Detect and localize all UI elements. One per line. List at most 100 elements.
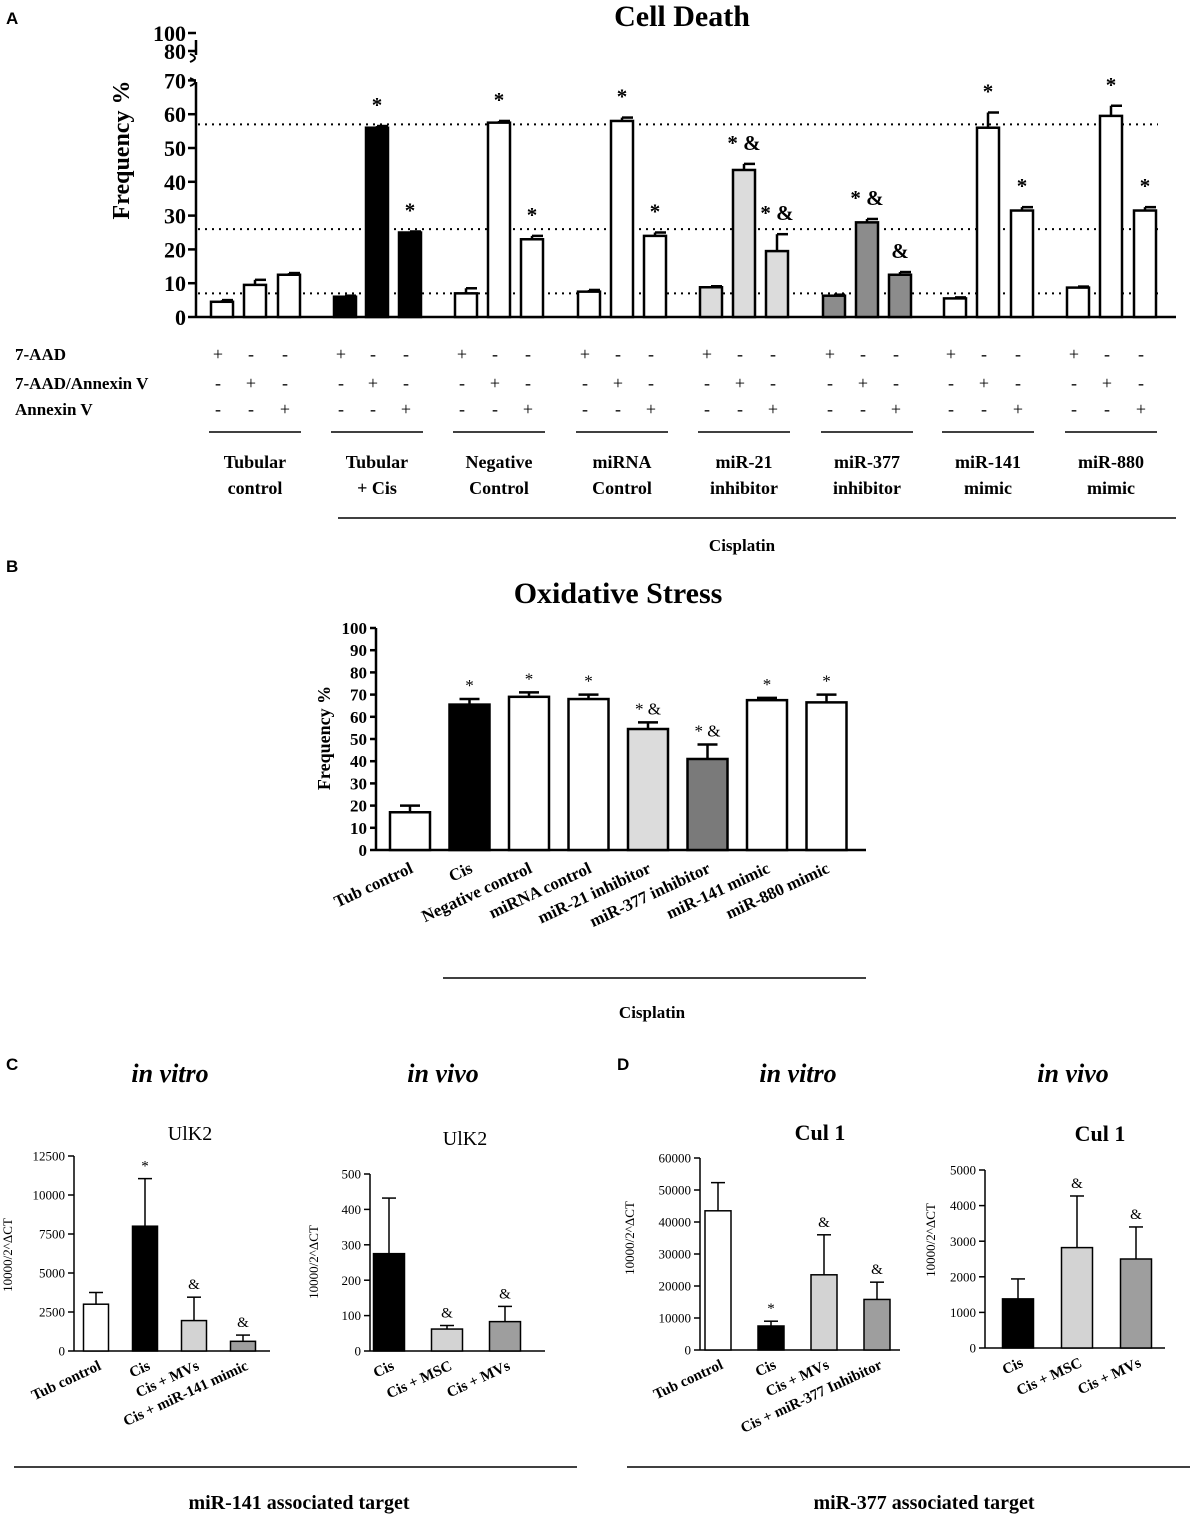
panel-c-invitro-ytick-label: 5000 <box>39 1266 65 1281</box>
panel-b-ytick-label: 0 <box>359 841 368 860</box>
panel-a-indicator: - <box>582 373 588 393</box>
panel-a-bar <box>576 290 602 319</box>
panel-a-indicator: - <box>1015 344 1021 364</box>
panel-a-indicator: + <box>946 344 956 364</box>
panel-a-bar <box>821 294 847 319</box>
panel-d-invivo-ytick-label: 4000 <box>950 1198 976 1213</box>
panel-d-invivo-title: Cul 1 <box>1075 1121 1126 1146</box>
panel-c-invivo-bar <box>488 1320 522 1352</box>
panel-a-bar <box>209 300 235 319</box>
panel-b-category-label: Tub control <box>331 858 416 911</box>
panel-a-indicator: - <box>704 373 710 393</box>
panel-a-group-label: + Cis <box>357 478 397 498</box>
panel-c-invivo-bar <box>372 1252 406 1352</box>
panel-c-invivo-ylabel: 10000/2^ΔCT <box>306 1225 321 1299</box>
panel-d-invitro-bar <box>810 1274 838 1351</box>
panel-b-significance-mark: * <box>822 672 831 691</box>
panel-b-significance-mark: * & <box>695 722 721 741</box>
panel-a-indicator: + <box>646 399 656 419</box>
panel-a-indicator: - <box>981 399 987 419</box>
panel-d-invitro-ytick-label: 30000 <box>659 1247 692 1262</box>
panel-a-indicator: - <box>1071 399 1077 419</box>
panel-a-indicator: - <box>492 399 498 419</box>
panel-d-invivo-bar <box>1119 1258 1153 1349</box>
panel-a-group-label: miR-21 <box>716 452 773 472</box>
panel-a-group-label: Control <box>469 478 529 498</box>
panel-a-indicator: - <box>737 344 743 364</box>
panel-d-label: D <box>617 1055 629 1074</box>
panel-a-group-label: miRNA <box>593 452 652 472</box>
panel-a-group-label: control <box>228 478 283 498</box>
panel-a-group-label: inhibitor <box>710 478 778 498</box>
panel-d-invivo-ylabel: 10000/2^ΔCT <box>923 1203 938 1277</box>
panel-b-ytick-label: 50 <box>350 730 367 749</box>
panel-a-indicator: + <box>1013 399 1023 419</box>
panel-a-significance-mark: * <box>527 203 538 227</box>
panel-a-ytick-label: 0 <box>175 305 186 330</box>
panel-c-invivo-ytick-label: 500 <box>342 1167 362 1182</box>
panel-b-ytick-label: 60 <box>350 708 367 727</box>
panel-b-category-label: Cis <box>446 858 476 885</box>
panel-c-invivo-ytick-label: 300 <box>342 1237 362 1252</box>
panel-a-indicator: - <box>459 399 465 419</box>
panel-c-invitro-ylabel: 10000/2^ΔCT <box>0 1218 15 1292</box>
panel-a-bar <box>698 286 724 319</box>
panel-b-title: Oxidative Stress <box>514 577 723 610</box>
panel-a-indicator: - <box>981 344 987 364</box>
panel-b-ytick-label: 40 <box>350 752 367 771</box>
panel-a-bar <box>276 273 302 319</box>
panel-a-ytick-label: 60 <box>164 102 186 127</box>
panel-b-significance-mark: * <box>525 669 534 688</box>
panel-a-bar <box>1132 209 1158 319</box>
panel-a-indicator: - <box>770 373 776 393</box>
panel-a-chart: Cell Death Frequency % Cisplatin 0 10 20 30… <box>15 0 1176 555</box>
panel-d-invivo-category-label: Cis <box>1000 1355 1026 1378</box>
panel-d-invitro-title: Cul 1 <box>795 1120 846 1145</box>
panel-a-indicator: + <box>490 373 500 393</box>
panel-a-indicator: - <box>704 399 710 419</box>
panel-a-significance-mark: & <box>891 239 909 263</box>
panel-a-indicator: + <box>401 399 411 419</box>
panel-d-invitro-significance-mark: * <box>767 1301 775 1317</box>
panel-d-invivo-ytick-label: 3000 <box>950 1234 976 1249</box>
panel-a-indicator: - <box>1138 344 1144 364</box>
panel-b-ytick-label: 30 <box>350 774 367 793</box>
panel-c-invitro-ytick-label: 12500 <box>33 1149 66 1164</box>
panel-c-label: C <box>6 1055 18 1074</box>
panel-a-indicator: - <box>615 399 621 419</box>
panel-a-significance-mark: * <box>1106 73 1117 97</box>
panel-d-invitro-bar <box>757 1325 785 1351</box>
panel-c-invitro-ytick-label: 0 <box>59 1344 66 1359</box>
panel-d-invivo-ytick-label: 0 <box>970 1341 977 1356</box>
panel-b-bar <box>805 701 848 852</box>
panel-a-bar <box>332 295 358 319</box>
panel-a-bar <box>486 121 512 319</box>
panel-b-bar <box>507 695 551 852</box>
panel-a-indicator: - <box>338 399 344 419</box>
panel-a-indicator: - <box>1138 373 1144 393</box>
panel-d-invivo-category-label: Cis + MSC <box>1014 1355 1084 1399</box>
panel-a-indicator: + <box>523 399 533 419</box>
panel-d-invivo-bar <box>1060 1246 1094 1349</box>
panel-a-indicator: + <box>979 373 989 393</box>
panel-a-indicator: - <box>338 373 344 393</box>
panel-a-indicator: + <box>768 399 778 419</box>
panel-a-row-label-7-aad-annexin-v: 7-AAD/Annexin V <box>15 374 149 393</box>
panel-b-ytick-label: 10 <box>350 819 367 838</box>
panel-a-bar <box>887 273 913 319</box>
panel-d-invitro-significance-mark: & <box>818 1215 830 1231</box>
panel-c-invitro-ytick-label: 10000 <box>33 1188 66 1203</box>
panel-a-indicator: - <box>525 373 531 393</box>
panel-c-invivo-significance-mark: & <box>441 1306 453 1322</box>
panel-a-indicator: + <box>246 373 256 393</box>
panel-a-indicator: + <box>1069 344 1079 364</box>
panel-a-group-label: Tubular <box>346 452 408 472</box>
panel-d-invivo-ytick-label: 5000 <box>950 1163 976 1178</box>
panel-a-indicator: + <box>280 399 290 419</box>
panel-b-ylabel: Frequency % <box>314 686 334 790</box>
panel-c-invitro-category-label: Tub control <box>29 1358 103 1404</box>
panel-a-indicator: - <box>827 399 833 419</box>
panel-a-indicator: - <box>860 344 866 364</box>
panel-a-ytick-label: 20 <box>164 237 186 262</box>
